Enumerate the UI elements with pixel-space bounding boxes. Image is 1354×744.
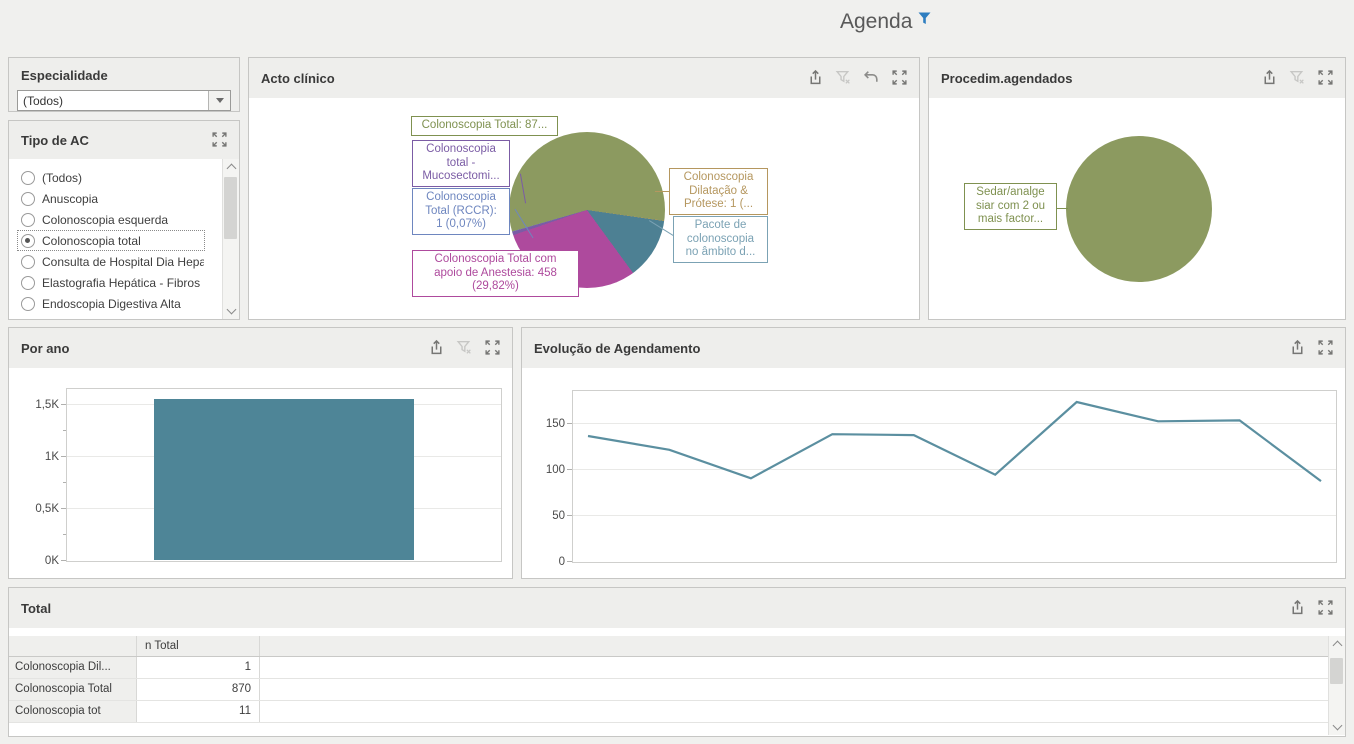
radio-icon[interactable] [21,254,35,269]
radio-icon[interactable] [21,296,35,311]
combobox-value: (Todos) [23,93,64,108]
maximize-icon[interactable] [1317,69,1335,87]
panel-evolucao-agendamento: Evolução de Agendamento 0 50 100 150 [521,327,1346,579]
scrollbar[interactable] [1328,636,1345,735]
panel-title: Total [21,600,52,616]
radio-option[interactable]: Elastografia Hepática - Fibros [17,272,205,293]
especialidade-combobox[interactable]: (Todos) [17,90,231,111]
pie-label-sedar-analgesiar: Sedar/analge siar com 2 ou mais factor..… [964,183,1057,230]
total-table: n Total Colonoscopia Dil... 1 Colonoscopia … [9,636,1328,736]
radio-icon[interactable] [21,170,35,185]
undo-icon[interactable] [863,69,881,87]
column-header: n Total [137,636,260,656]
scroll-down-button[interactable] [1329,719,1345,735]
radio-option-label: Colonoscopia esquerda [42,212,169,227]
tipo-de-ac-radio-list: (Todos) Anuscopia Colonoscopia esquerda Col… [9,159,239,319]
procedim-pie-chart[interactable] [1066,136,1212,282]
table-header-row: n Total [9,636,1328,657]
value-cell: 11 [137,701,260,722]
table-row[interactable]: Colonoscopia Dil... 1 [9,657,1328,679]
radio-option[interactable]: Endoscopia Digestiva Alta [17,293,205,314]
combobox-dropdown-button[interactable] [208,91,230,110]
radio-option[interactable]: (Todos) [17,167,205,188]
bar-series-point[interactable] [153,399,415,560]
filter-icon[interactable] [918,10,931,30]
maximize-icon[interactable] [211,131,229,149]
panel-title: Evolução de Agendamento [534,340,701,356]
pie-label-mucosectomia: Colonoscopia total - Mucosectomi... [412,140,510,187]
table-row[interactable]: Colonoscopia Total 870 [9,679,1328,701]
maximize-icon[interactable] [1317,599,1335,617]
panel-title: Procedim.agendados [941,70,1073,86]
panel-tipo-de-ac: Tipo de AC (Todos) Anuscopia Colonoscopia … [8,120,240,320]
scrollbar[interactable] [222,159,239,319]
scroll-down-button[interactable] [223,303,239,319]
export-icon[interactable] [428,339,446,357]
y-axis-label: 1,5K [35,398,59,411]
row-header-cell: Colonoscopia tot [9,701,137,722]
panel-title: Tipo de AC [21,132,89,148]
panel-title: Acto clínico [261,70,335,86]
radio-icon[interactable] [21,191,35,206]
radio-option[interactable]: Colonoscopia total [17,230,205,251]
panel-por-ano: Por ano 0K 0,5K 1K 1,5K [8,327,513,579]
y-axis-label: 0,5K [35,502,59,515]
table-corner-cell [9,636,137,656]
radio-option-label: Consulta de Hospital Dia Hepa [42,254,205,269]
pie-label-pacote: Pacote de colonoscopia no âmbito d... [673,216,768,263]
y-axis-label: 0K [44,555,59,567]
radio-icon[interactable] [21,233,35,248]
y-axis-label: 1K [44,450,59,463]
pie-label-dilatacao-protese: Colonoscopia Dilatação & Prótese: 1 (... [669,168,768,215]
radio-icon[interactable] [21,275,35,290]
maximize-icon[interactable] [1317,339,1335,357]
panel-procedim-agendados: Procedim.agendados Sedar/analge siar com… [928,57,1346,320]
y-axis-label: 50 [552,510,565,523]
clear-filter-icon[interactable] [456,339,474,357]
y-axis-label: 0 [558,556,565,568]
radio-option-label: Elastografia Hepática - Fibros [42,275,201,290]
row-header-cell: Colonoscopia Dil... [9,657,137,678]
radio-option[interactable]: Consulta de Hospital Dia Hepa [17,251,205,272]
bar-chart-plot: 0K 0,5K 1K 1,5K [35,388,502,567]
export-icon[interactable] [1261,69,1279,87]
table-row[interactable]: Colonoscopia tot 11 [9,701,1328,723]
radio-option-label: Colonoscopia total [42,233,141,248]
clear-filter-icon[interactable] [1289,69,1307,87]
panel-total: Total n Total Colonoscopia Dil... 1 Colonos… [8,587,1346,737]
radio-option[interactable]: Colonoscopia esquerda [17,209,205,230]
y-axis-label: 150 [545,418,565,431]
clear-filter-icon[interactable] [835,69,853,87]
value-cell: 870 [137,679,260,700]
radio-option[interactable]: Anuscopia [17,188,205,209]
export-icon[interactable] [1289,599,1307,617]
radio-option-label: Anuscopia [42,191,99,206]
export-icon[interactable] [1289,339,1307,357]
line-chart-plot: 0 50 100 150 [546,390,1337,568]
panel-title: Por ano [21,340,70,356]
maximize-icon[interactable] [891,69,909,87]
y-axis-label: 100 [545,464,565,477]
export-icon[interactable] [807,69,825,87]
row-header-cell: Colonoscopia Total [9,679,137,700]
scrollbar-thumb[interactable] [1330,658,1343,684]
scrollbar-thumb[interactable] [224,177,237,239]
panel-acto-clinico: Acto clínico Colonoscopia Total: 87... C… [248,57,920,320]
maximize-icon[interactable] [484,339,502,357]
radio-option-label: (Todos) [42,170,83,185]
pie-label-colonoscopia-total: Colonoscopia Total: 87... [411,116,558,136]
pie-label-rccr: Colonoscopia Total (RCCR): 1 (0,07%) [412,188,510,235]
line-series [587,400,1322,482]
radio-icon[interactable] [21,212,35,227]
value-cell: 1 [137,657,260,678]
scroll-up-button[interactable] [1329,636,1345,652]
page-title: Agenda [840,10,913,33]
radio-option-label: Endoscopia Digestiva Alta [42,296,181,311]
dashboard-title: Agenda [840,10,931,34]
pie-label-anestesia: Colonoscopia Total com apoio de Anestesi… [412,250,579,297]
panel-especialidade: Especialidade (Todos) [8,57,240,112]
scroll-up-button[interactable] [223,159,239,175]
panel-title: Especialidade [21,67,108,83]
